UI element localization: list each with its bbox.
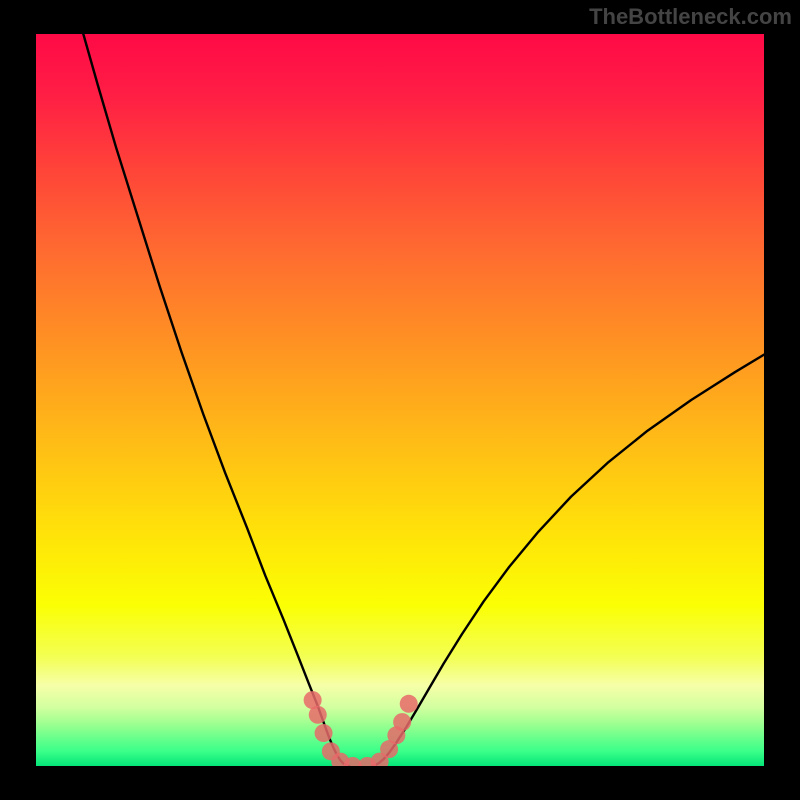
chart-container: TheBottleneck.com: [0, 0, 800, 800]
gradient-background: [36, 34, 764, 766]
data-marker: [315, 724, 333, 742]
data-marker: [400, 695, 418, 713]
data-marker: [309, 706, 327, 724]
chart-svg: [36, 34, 764, 766]
data-marker: [393, 713, 411, 731]
plot-area: [36, 34, 764, 766]
watermark-text: TheBottleneck.com: [589, 4, 792, 30]
